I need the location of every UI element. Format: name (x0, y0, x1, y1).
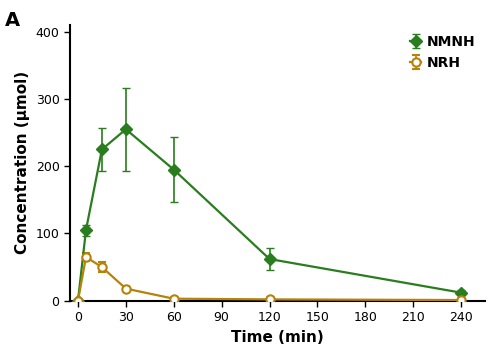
Y-axis label: Concentration (μmol): Concentration (μmol) (15, 71, 30, 255)
Text: A: A (5, 11, 20, 30)
Legend: NMNH, NRH: NMNH, NRH (407, 32, 478, 73)
X-axis label: Time (min): Time (min) (231, 330, 324, 345)
